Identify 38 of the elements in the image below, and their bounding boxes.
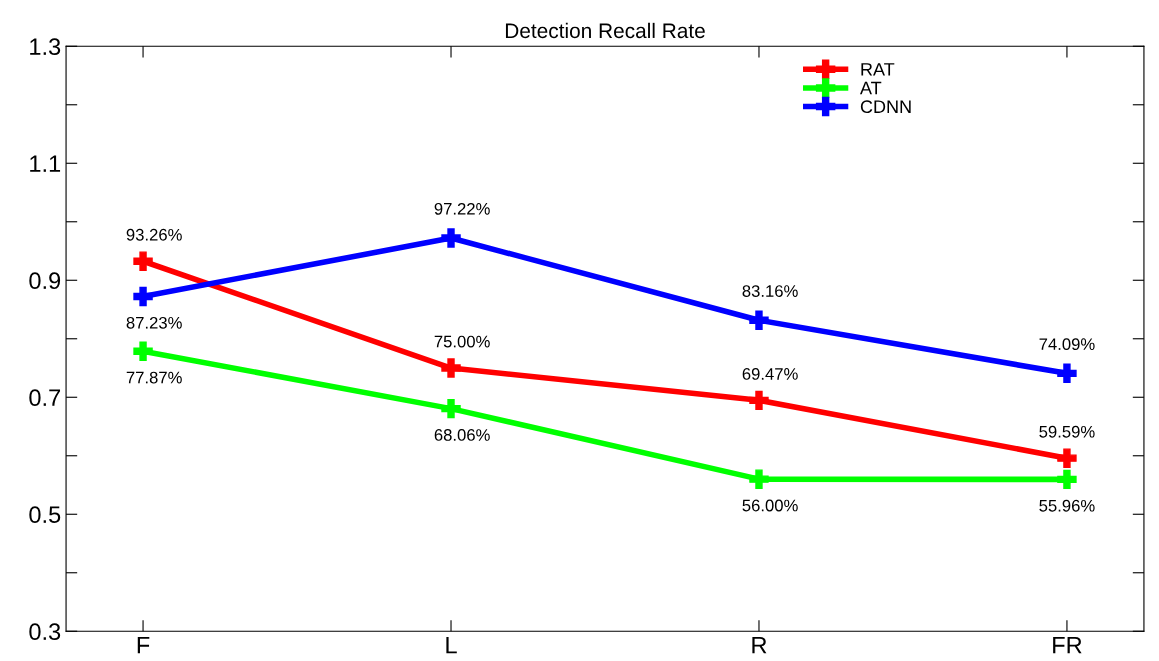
- point: [133, 286, 153, 307]
- data-label: 75.00%: [434, 335, 490, 348]
- y-tick-label: 0.5: [29, 506, 61, 524]
- x-tick-label: FR: [1053, 636, 1082, 654]
- point: [1057, 448, 1077, 468]
- y-tick-label: 0.7: [29, 389, 61, 407]
- point: [133, 341, 153, 361]
- y-tick-label: 1.3: [30, 38, 61, 56]
- point: [1057, 363, 1077, 384]
- point: [749, 310, 769, 330]
- data-label: 93.26%: [126, 228, 182, 241]
- data-label: 83.16%: [742, 285, 798, 297]
- data-label: 74.09%: [1039, 338, 1095, 351]
- point: [749, 390, 769, 411]
- data-label: 77.87%: [126, 371, 182, 384]
- y-tick-label: 0.3: [29, 623, 61, 641]
- data-label: 87.23%: [126, 316, 182, 329]
- point: [441, 398, 461, 419]
- y-tick-label: 0.9: [29, 272, 61, 290]
- x-tick-label: R: [752, 636, 767, 654]
- y-tick-label: 1.1: [30, 155, 61, 172]
- point: [133, 251, 153, 271]
- data-label: 69.47%: [742, 368, 798, 380]
- x-tick-label: L: [446, 636, 457, 654]
- data-label: 59.59%: [1039, 425, 1095, 438]
- legend-label: RAT: [861, 63, 895, 76]
- chart-title: Detection Recall Rate: [505, 22, 705, 39]
- data-label: 56.00%: [742, 499, 798, 512]
- legend-label: AT: [859, 81, 882, 95]
- x-tick-label: F: [137, 636, 150, 654]
- point: [749, 469, 769, 489]
- legend-label: CDNN: [860, 100, 911, 114]
- data-label: 68.06%: [434, 429, 490, 441]
- point: [1057, 469, 1077, 490]
- point: [441, 228, 461, 248]
- point: [441, 358, 461, 378]
- data-label: 55.96%: [1039, 499, 1095, 512]
- data-label: 97.22%: [434, 202, 490, 215]
